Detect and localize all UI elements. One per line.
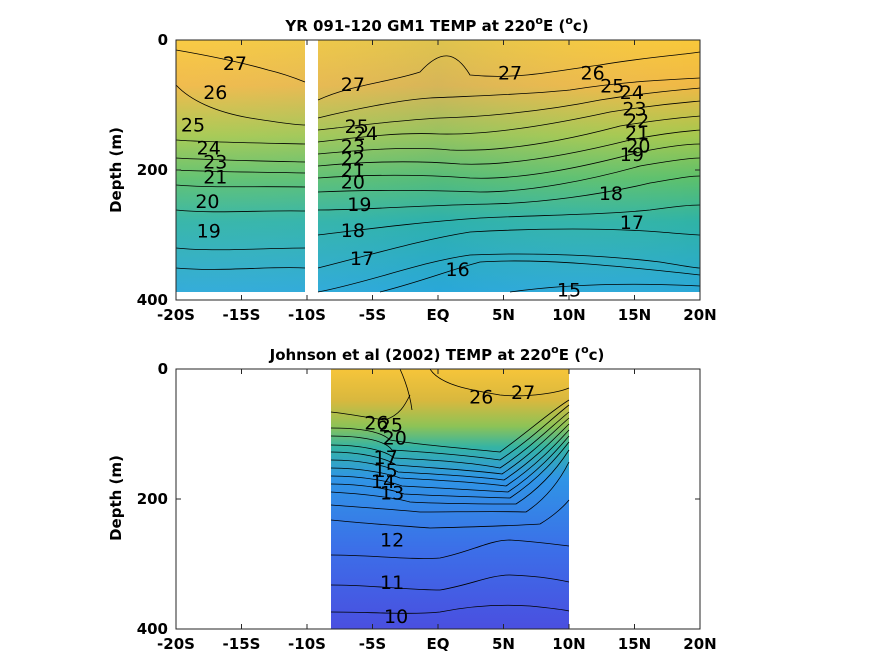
contour-label: 26 [203,82,227,104]
contour-label: 26 [364,412,388,434]
contour-label: 15 [557,280,581,302]
x-tick-label: -20S [157,306,195,324]
axis-ticks-top: -20S -15S -10S -5S EQ 5N 10N 15N 20N 0 200 400 [137,31,717,324]
contour-label: 16 [446,259,470,281]
panel-bottom-title: Johnson et al (2002) TEMP at 220oE (oc) [269,343,605,364]
contour-label: 21 [625,122,649,144]
contour-label: 25 [379,414,403,436]
contour-label: 20 [383,427,407,449]
contour-label: 20 [195,191,219,213]
x-tick-label: -15S [223,635,261,653]
x-tick-label: EQ [427,306,450,324]
contour-label: 15 [374,460,398,482]
contour-label: 18 [599,183,623,205]
x-tick-label: 5N [492,635,515,653]
contour-label: 23 [203,152,227,174]
axis-ticks-bottom: -20S -15S -10S -5S EQ 5N 10N 15N 20N 0 200 400 [137,360,717,653]
x-tick-label: 20N [683,635,716,653]
contour-label: 27 [498,63,522,85]
panel-bottom-ylabel: Depth (m) [107,455,125,541]
contour-label: 10 [384,606,408,628]
y-tick-label: 200 [137,490,168,508]
contour-label: 26 [580,63,604,85]
contour-label: 27 [223,53,247,75]
contour-label: 11 [380,572,404,594]
contour-label: 26 [469,386,493,408]
x-tick-label: -10S [288,635,326,653]
contour-label: 20 [341,172,365,194]
contour-lines-bottom [330,368,570,614]
y-tick-label: 200 [137,161,168,179]
temperature-field-bottom [331,369,569,629]
contour-label: 17 [350,248,374,270]
x-tick-label: -20S [157,635,195,653]
contour-label: 24 [354,123,378,145]
data-gap-top [305,40,318,296]
contour-label: 19 [197,220,221,242]
contour-label: 27 [511,382,535,404]
contour-label: 21 [203,167,227,189]
x-tick-label: -5S [359,306,386,324]
panel-bottom: Johnson et al (2002) TEMP at 220oE (oc) … [107,343,717,653]
x-tick-label: 5N [492,306,515,324]
contour-label: 23 [341,136,365,158]
contour-label: 24 [197,137,221,159]
contour-label: 21 [341,160,365,182]
x-tick-label: EQ [427,635,450,653]
contour-label: 25 [345,116,369,138]
panel-top-title: YR 091-120 GM1 TEMP at 220oE (oc) [284,14,588,35]
contour-label: 22 [625,110,649,132]
panel-top: YR 091-120 GM1 TEMP at 220oE (oc) Depth … [107,14,717,324]
y-tick-label: 400 [137,620,168,638]
y-tick-label: 0 [158,360,168,378]
x-tick-label: -15S [223,306,261,324]
contour-label: 20 [626,135,650,157]
temperature-field-top [176,40,700,296]
contour-label: 25 [600,76,624,98]
contour-label: 13 [380,483,404,505]
contour-label: 14 [371,471,395,493]
contour-label: 22 [341,148,365,170]
x-tick-label: 20N [683,306,716,324]
contour-label: 27 [341,74,365,96]
x-tick-label: 10N [552,635,585,653]
contour-label: 19 [347,194,371,216]
panel-top-ylabel: Depth (m) [107,127,125,213]
contour-labels-top: 2726252423212019272524232221201918171627… [181,53,651,302]
contour-label: 19 [620,144,644,166]
contour-label: 17 [620,212,644,234]
contour-label: 18 [341,220,365,242]
y-tick-label: 400 [137,291,168,309]
x-tick-label: 10N [552,306,585,324]
contour-label: 17 [374,447,398,469]
x-tick-label: 15N [618,306,651,324]
y-tick-label: 0 [158,31,168,49]
contour-label: 12 [380,529,404,551]
x-tick-label: -5S [359,635,386,653]
contour-label: 23 [622,98,646,120]
contour-label: 25 [181,115,205,137]
contour-lines-top [175,49,701,293]
x-tick-label: -10S [288,306,326,324]
contour-label: 24 [620,82,644,104]
x-tick-label: 15N [618,635,651,653]
